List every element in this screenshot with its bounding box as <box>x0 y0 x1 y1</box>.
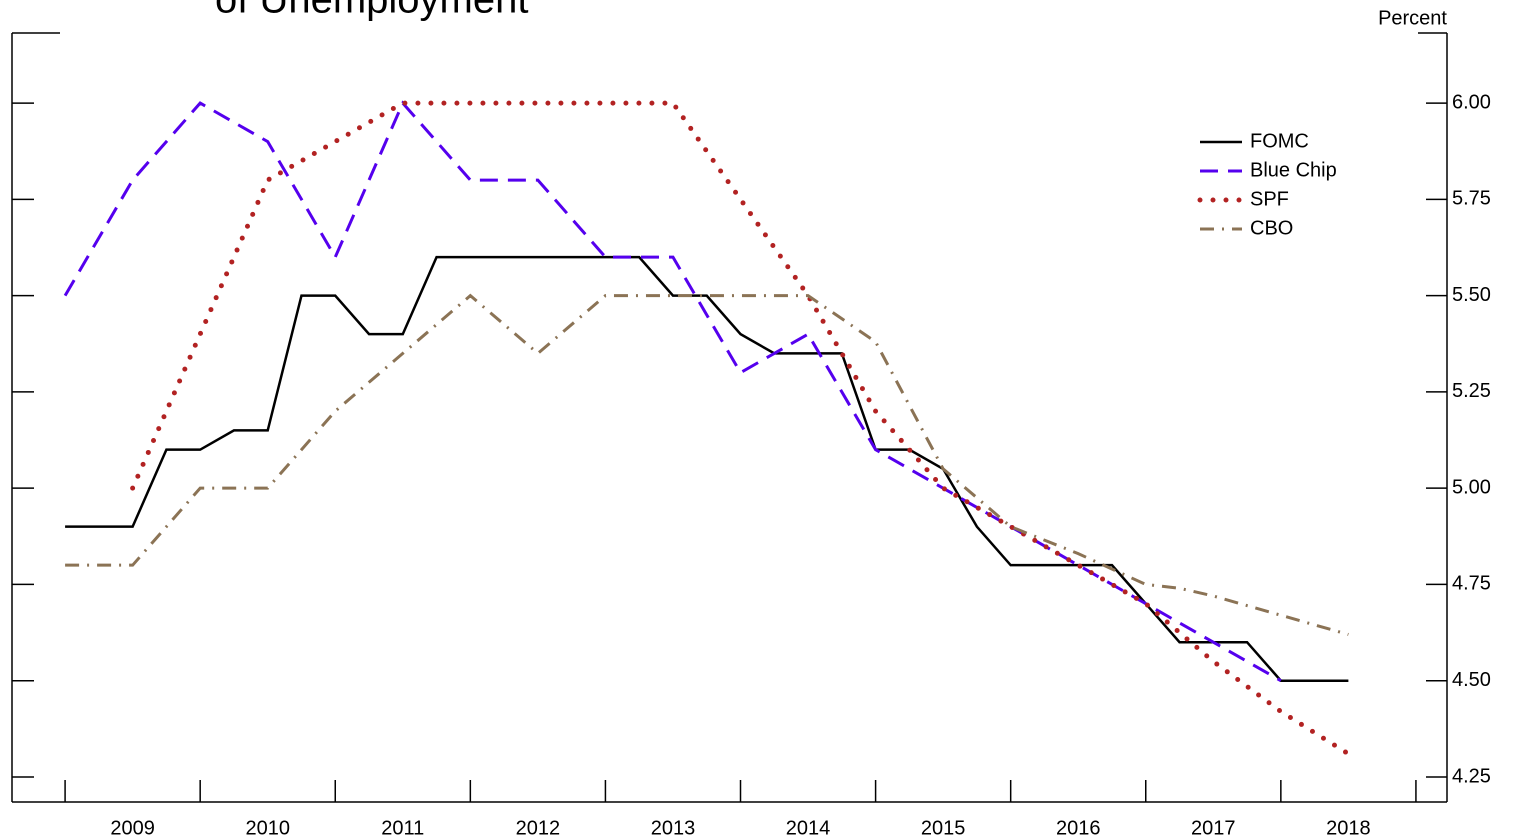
y-tick-label: 5.75 <box>1452 188 1491 210</box>
legend-label: CBO <box>1250 217 1293 239</box>
y-tick-label: 6.00 <box>1452 91 1491 113</box>
y-tick-label: 4.75 <box>1452 573 1491 595</box>
x-tick-label: 2017 <box>1191 817 1236 839</box>
x-tick-label: 2014 <box>786 817 831 839</box>
x-tick-label: 2010 <box>245 817 290 839</box>
y-tick-label: 5.00 <box>1452 476 1491 498</box>
y-tick-label: 4.50 <box>1452 669 1491 691</box>
y-tick-label: 5.25 <box>1452 380 1491 402</box>
y-tick-label: 5.50 <box>1452 284 1491 306</box>
legend-label: FOMC <box>1250 130 1309 152</box>
x-tick-label: 2009 <box>110 817 155 839</box>
y-axis-label: Percent <box>1378 7 1447 29</box>
series-line <box>65 293 1349 636</box>
x-tick-label: 2012 <box>516 817 561 839</box>
x-tick-label: 2015 <box>921 817 966 839</box>
x-tick-label: 2016 <box>1056 817 1101 839</box>
series-line <box>63 100 1282 683</box>
series-line <box>130 100 1351 757</box>
x-tick-label: 2011 <box>381 817 424 839</box>
chart-title: of Unemployment <box>215 0 528 22</box>
legend-label: Blue Chip <box>1250 159 1337 181</box>
series-line <box>65 255 1349 682</box>
legend-label: SPF <box>1250 188 1289 210</box>
x-tick-label: 2018 <box>1326 817 1371 839</box>
y-tick-label: 4.25 <box>1452 765 1491 787</box>
x-tick-label: 2013 <box>651 817 696 839</box>
